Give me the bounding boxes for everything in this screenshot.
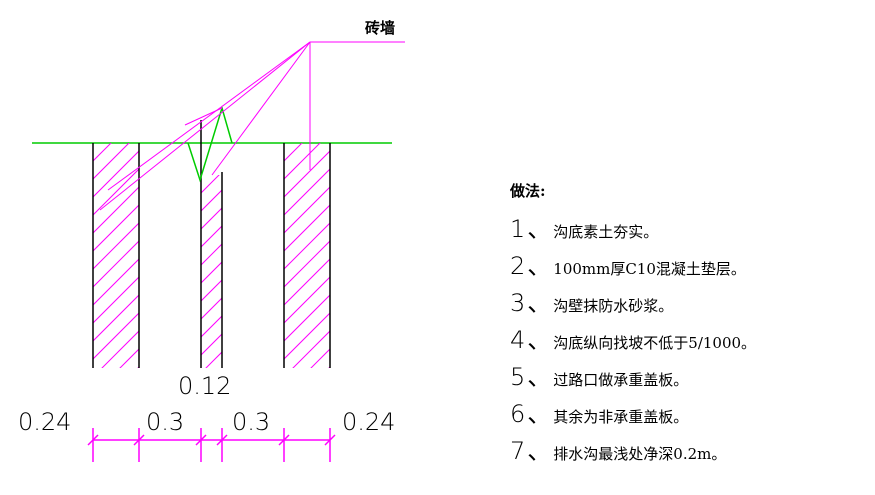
hatch-line	[93, 143, 112, 162]
hatch-line	[119, 348, 139, 368]
hatch-line	[93, 276, 139, 324]
hatch-line	[284, 312, 330, 360]
hatch-line	[101, 330, 139, 368]
hatch-line	[284, 168, 330, 216]
note-item-7: 7、排水沟最浅处净深0.2m。	[510, 437, 727, 465]
hatch-line	[93, 240, 139, 288]
hatch-line	[310, 348, 330, 368]
hatch-line	[292, 330, 330, 368]
dimension-line	[87, 428, 336, 462]
hatch-line	[284, 276, 330, 324]
hatch-line	[93, 222, 139, 270]
break-line-symbol	[187, 105, 233, 183]
dim-right-channel: 0.3	[232, 408, 270, 436]
center-brick-wall	[196, 120, 227, 432]
dim-left-channel: 0.3	[146, 408, 184, 436]
hatch-line	[93, 258, 139, 306]
hatch-line	[284, 258, 330, 306]
hatch-line	[93, 143, 94, 144]
hatch-line	[137, 366, 139, 368]
dim-right-wall: 0.24	[342, 408, 395, 436]
hatch-line	[284, 294, 330, 342]
construction-notes: 做法: 1、沟底素土夯实。 2、100mm厚C10混凝土垫层。 3、沟壁抹防水砂…	[510, 180, 756, 470]
hatch-line	[284, 204, 330, 252]
note-item-2: 2、100mm厚C10混凝土垫层。	[510, 252, 746, 280]
hatch-line	[284, 143, 303, 162]
hatch-line	[93, 186, 139, 234]
dim-left-wall: 0.24	[18, 408, 71, 436]
hatch-line	[328, 366, 330, 368]
hatch-line	[284, 150, 330, 198]
dim-center-wall: 0.12	[178, 372, 231, 400]
hatch-line	[93, 168, 139, 216]
notes-title: 做法:	[510, 182, 546, 200]
right-brick-wall	[279, 143, 335, 454]
hatch-line	[284, 143, 285, 144]
hatch-line	[93, 312, 139, 360]
hatch-line	[279, 380, 335, 436]
note-item-4: 4、沟底纵向找坡不低于5/1000。	[510, 326, 757, 354]
brick-wall-label: 砖墙	[365, 19, 395, 37]
hatch-line	[284, 143, 321, 180]
hatch-line	[279, 398, 335, 454]
left-brick-wall	[88, 143, 144, 454]
wall-leader-lines	[99, 41, 405, 211]
hatch-line	[284, 240, 330, 288]
hatch-line	[93, 204, 139, 252]
note-item-1: 1、沟底素土夯实。	[510, 215, 659, 243]
note-item-3: 3、沟壁抹防水砂浆。	[510, 289, 674, 317]
hatch-line	[93, 294, 139, 342]
note-item-5: 5、过路口做承重盖板。	[510, 363, 689, 391]
hatch-line	[88, 398, 144, 454]
hatch-line	[93, 150, 139, 198]
hatch-line	[284, 186, 330, 234]
hatch-line	[196, 401, 227, 432]
note-item-6: 6、其余为非承重盖板。	[510, 400, 689, 428]
hatch-line	[88, 380, 144, 436]
hatch-line	[93, 143, 130, 180]
hatch-line	[284, 222, 330, 270]
